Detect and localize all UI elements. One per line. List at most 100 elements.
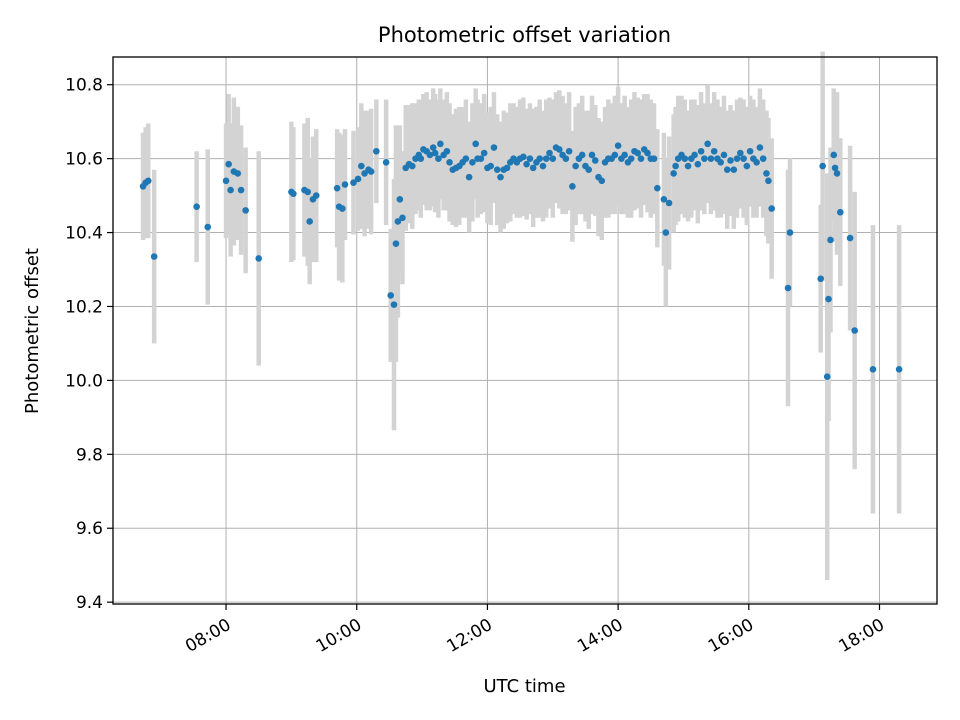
data-point bbox=[694, 160, 702, 168]
data-point bbox=[497, 173, 504, 181]
y-axis-label: Photometric offset bbox=[22, 248, 43, 414]
data-point bbox=[399, 214, 406, 222]
data-point bbox=[746, 147, 754, 155]
data-point bbox=[234, 170, 242, 177]
data-point bbox=[591, 157, 599, 164]
data-point bbox=[684, 162, 692, 170]
data-point bbox=[733, 155, 741, 162]
x-axis-ticks: 08:00 10:00 12:00 14:00 16:00 18:00 bbox=[182, 604, 888, 657]
data-point bbox=[493, 166, 501, 174]
data-point bbox=[523, 160, 530, 168]
data-point bbox=[469, 159, 476, 166]
data-point bbox=[562, 155, 570, 162]
y-tick-label: 10.8 bbox=[65, 76, 103, 96]
x-tick-label: 18:00 bbox=[836, 615, 888, 657]
data-point bbox=[304, 188, 312, 196]
data-points bbox=[139, 140, 903, 380]
data-point bbox=[569, 183, 576, 190]
data-point bbox=[665, 199, 673, 207]
data-point bbox=[691, 151, 698, 159]
data-point bbox=[150, 253, 158, 260]
data-point bbox=[765, 177, 772, 185]
data-point bbox=[487, 162, 494, 170]
data-point bbox=[627, 155, 635, 162]
data-point bbox=[823, 373, 831, 380]
data-point bbox=[827, 236, 834, 244]
data-point bbox=[193, 203, 200, 210]
y-axis-ticks: 9.4 9.6 9.8 10.0 10.2 10.4 10.6 10.8 bbox=[65, 76, 113, 613]
data-point bbox=[831, 164, 839, 172]
data-point bbox=[723, 166, 731, 174]
data-point bbox=[382, 159, 390, 166]
data-point bbox=[763, 170, 770, 177]
data-point bbox=[503, 164, 511, 172]
error-bars bbox=[140, 51, 902, 580]
data-point bbox=[768, 205, 775, 212]
data-point bbox=[701, 155, 708, 162]
data-point bbox=[225, 160, 232, 168]
data-point bbox=[743, 162, 751, 170]
data-point bbox=[598, 177, 606, 185]
y-tick-label: 9.8 bbox=[76, 445, 103, 465]
data-point bbox=[851, 327, 858, 334]
x-axis-label: UTC time bbox=[483, 676, 565, 697]
data-point bbox=[529, 164, 537, 172]
data-point bbox=[730, 166, 738, 174]
data-point bbox=[784, 284, 792, 292]
data-point bbox=[227, 186, 234, 194]
y-tick-label: 10.2 bbox=[65, 297, 103, 317]
y-tick-label: 9.6 bbox=[76, 519, 103, 539]
y-tick-label: 10.0 bbox=[65, 371, 103, 391]
data-point bbox=[417, 155, 425, 162]
data-point bbox=[462, 155, 470, 162]
data-point bbox=[408, 162, 416, 170]
data-point bbox=[634, 149, 642, 157]
data-point bbox=[204, 223, 212, 231]
data-point bbox=[670, 170, 677, 177]
data-point bbox=[585, 166, 593, 174]
data-point bbox=[477, 155, 485, 162]
data-point bbox=[390, 301, 398, 308]
data-point bbox=[387, 292, 395, 299]
data-point bbox=[786, 229, 794, 236]
data-point bbox=[830, 151, 838, 159]
data-point bbox=[549, 155, 557, 162]
x-tick-label: 14:00 bbox=[574, 615, 626, 657]
data-point bbox=[737, 149, 744, 157]
data-point bbox=[255, 255, 263, 262]
y-tick-label: 10.6 bbox=[65, 150, 103, 170]
data-point bbox=[536, 155, 544, 162]
data-point bbox=[539, 162, 547, 170]
x-tick-label: 08:00 bbox=[182, 615, 234, 657]
data-point bbox=[290, 190, 297, 198]
data-point bbox=[392, 240, 400, 247]
data-point bbox=[546, 149, 553, 157]
data-point bbox=[396, 195, 404, 203]
data-point bbox=[339, 205, 346, 212]
data-point bbox=[367, 168, 375, 175]
data-point bbox=[717, 159, 725, 166]
data-point bbox=[654, 184, 661, 192]
data-point bbox=[578, 151, 586, 159]
data-point bbox=[727, 157, 734, 164]
data-point bbox=[222, 177, 230, 185]
data-point bbox=[697, 147, 705, 155]
data-point bbox=[710, 147, 718, 155]
data-point bbox=[542, 155, 550, 162]
data-point bbox=[637, 155, 645, 162]
data-point bbox=[373, 147, 380, 155]
data-point bbox=[426, 151, 434, 159]
data-point bbox=[895, 366, 903, 373]
data-point bbox=[704, 140, 711, 148]
data-point bbox=[572, 162, 579, 170]
data-point bbox=[759, 155, 767, 162]
data-point bbox=[437, 140, 444, 148]
data-point bbox=[472, 140, 479, 148]
y-tick-label: 9.4 bbox=[76, 593, 103, 613]
data-point bbox=[435, 155, 442, 162]
data-point bbox=[681, 155, 689, 162]
data-point bbox=[480, 149, 488, 157]
data-point bbox=[740, 155, 747, 162]
data-point bbox=[650, 155, 658, 162]
data-point bbox=[662, 229, 670, 236]
